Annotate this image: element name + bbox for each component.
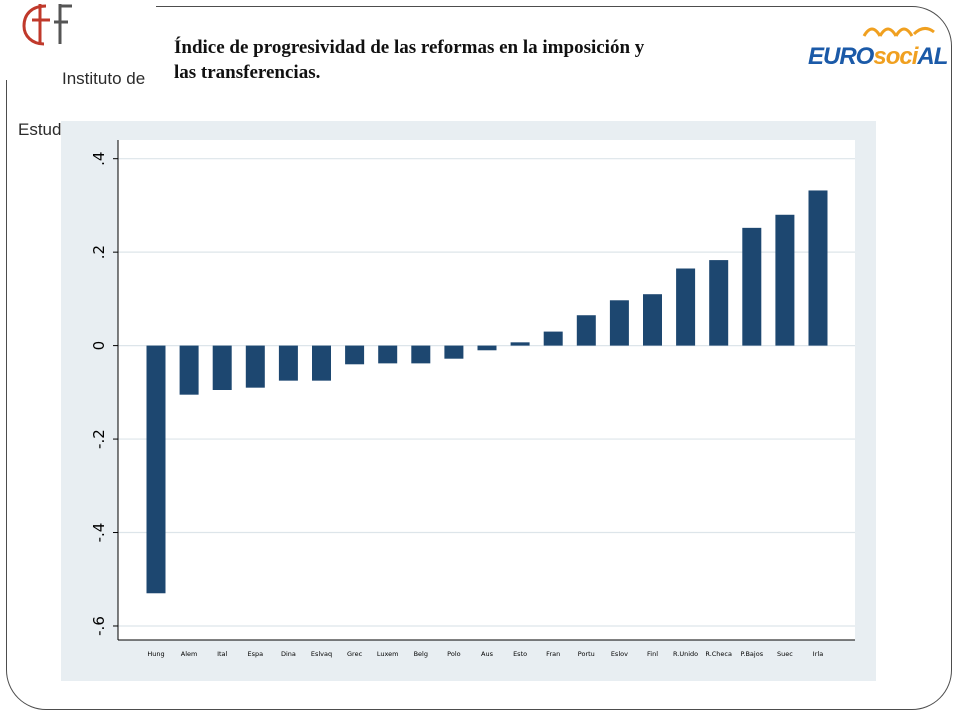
y-tick-label: -.4 xyxy=(90,523,108,543)
bar-runido xyxy=(676,268,696,346)
x-tick-label: Eslvaq xyxy=(311,650,332,658)
axes xyxy=(113,140,855,641)
x-tick-label: Espa xyxy=(247,650,263,658)
bar-luxem xyxy=(378,345,398,364)
eurosocial-text-al: AL xyxy=(917,43,948,70)
x-tick-label: Finl xyxy=(647,650,658,658)
bar-ital xyxy=(212,345,232,390)
bar-polo xyxy=(444,345,464,359)
ief-logo: Instituto de Estudios Fiscales xyxy=(6,0,156,138)
x-tick-label: Fran xyxy=(546,650,560,658)
bar-espa xyxy=(245,345,265,388)
bar-belg xyxy=(411,345,431,364)
ief-emblem-icon xyxy=(22,4,72,46)
eurosocial-text-euro: EURO xyxy=(808,43,874,70)
bar-chart: -.6 -.4 -.2 0 .2 .4 Hung Alem Ital Espa Dina Eslva… xyxy=(90,140,855,658)
gridlines xyxy=(118,158,855,627)
x-tick-label: Belg xyxy=(414,650,428,658)
y-tick-label: .2 xyxy=(90,245,108,259)
x-tick-label: R.Checa xyxy=(705,650,732,658)
bar-irla xyxy=(808,190,828,346)
bar-dina xyxy=(278,345,298,381)
x-tick-labels: Hung Alem Ital Espa Dina Eslvaq Grec Luxem Belg P… xyxy=(147,650,823,658)
bars xyxy=(146,190,828,594)
bar-eslov xyxy=(609,300,629,346)
y-tick-labels: -.6 -.4 -.2 0 .2 .4 xyxy=(90,152,108,636)
bar-suec xyxy=(775,214,795,346)
chart-panel: -.6 -.4 -.2 0 .2 .4 Hung Alem Ital Espa Dina Eslva… xyxy=(61,121,876,681)
x-tick-label: Luxem xyxy=(377,650,399,658)
bar-rcheca xyxy=(709,260,729,346)
bar-eslvaq xyxy=(312,345,331,381)
x-tick-label: Aus xyxy=(481,650,494,658)
y-tick-label: -.2 xyxy=(90,429,108,449)
bar-fran xyxy=(543,331,563,346)
bar-portu xyxy=(576,315,596,346)
x-tick-label: Irla xyxy=(813,650,823,658)
x-tick-label: R.Unido xyxy=(673,650,698,658)
x-tick-label: P.Bajos xyxy=(741,650,764,658)
ief-logo-line1: Instituto de xyxy=(62,69,146,88)
bar-esto xyxy=(510,342,530,346)
y-tick-label: .4 xyxy=(90,152,108,166)
slide-frame xyxy=(6,6,952,710)
x-tick-label: Ital xyxy=(217,650,227,658)
eurosocial-logo: EUROsociAL xyxy=(800,18,948,78)
x-tick-label: Esto xyxy=(513,650,527,658)
y-tick-label: 0 xyxy=(90,341,108,351)
bar-aus xyxy=(477,345,497,351)
x-tick-label: Portu xyxy=(578,650,595,658)
plot-area xyxy=(118,140,855,640)
y-tick-label: -.6 xyxy=(90,616,108,636)
bar-finl xyxy=(643,294,662,346)
title-line-2: las transferencias. xyxy=(174,62,321,83)
title-line-1: Índice de progresividad de las reformas … xyxy=(174,37,645,58)
x-tick-label: Dina xyxy=(281,650,296,658)
x-tick-label: Hung xyxy=(147,650,164,658)
x-tick-label: Suec xyxy=(777,650,793,658)
x-tick-label: Alem xyxy=(181,650,198,658)
bar-grec xyxy=(345,345,365,365)
page-title: Índice de progresividad de las reformas … xyxy=(174,35,774,85)
eurosocial-people-icon xyxy=(862,27,935,37)
x-tick-label: Grec xyxy=(347,650,363,658)
x-tick-label: Eslov xyxy=(611,650,628,658)
bar-pbajos xyxy=(742,227,762,346)
bar-alem xyxy=(179,345,199,395)
bar-hung xyxy=(146,345,166,594)
x-tick-label: Polo xyxy=(447,650,460,658)
eurosocial-text-soci: soci xyxy=(873,43,918,70)
